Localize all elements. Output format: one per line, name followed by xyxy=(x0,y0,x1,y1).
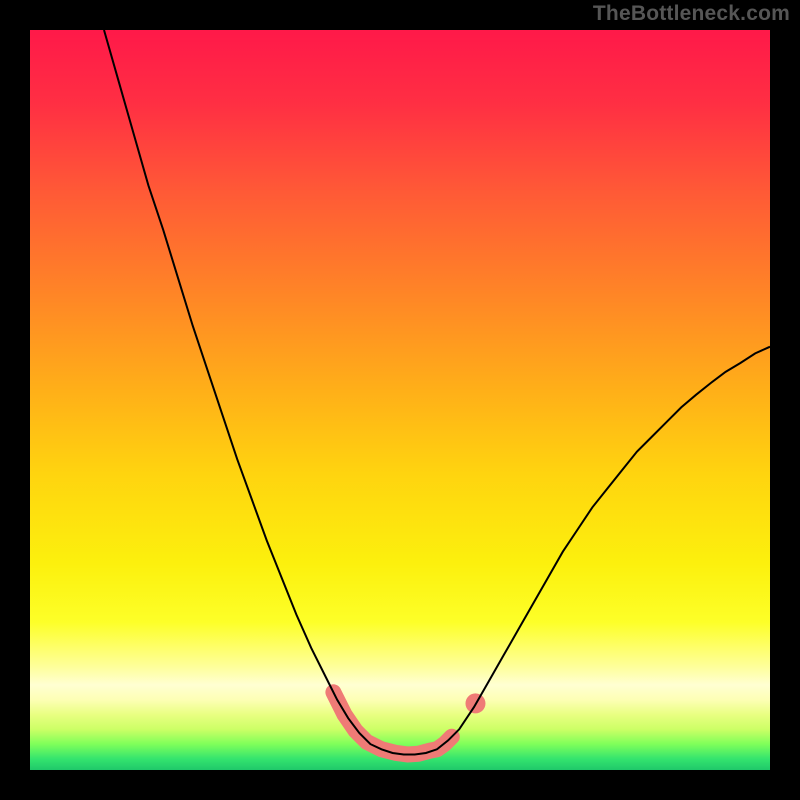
gradient-background xyxy=(30,30,770,770)
bottleneck-curve-chart xyxy=(0,0,800,800)
attribution-label: TheBottleneck.com xyxy=(593,2,790,26)
chart-frame: TheBottleneck.com xyxy=(0,0,800,800)
